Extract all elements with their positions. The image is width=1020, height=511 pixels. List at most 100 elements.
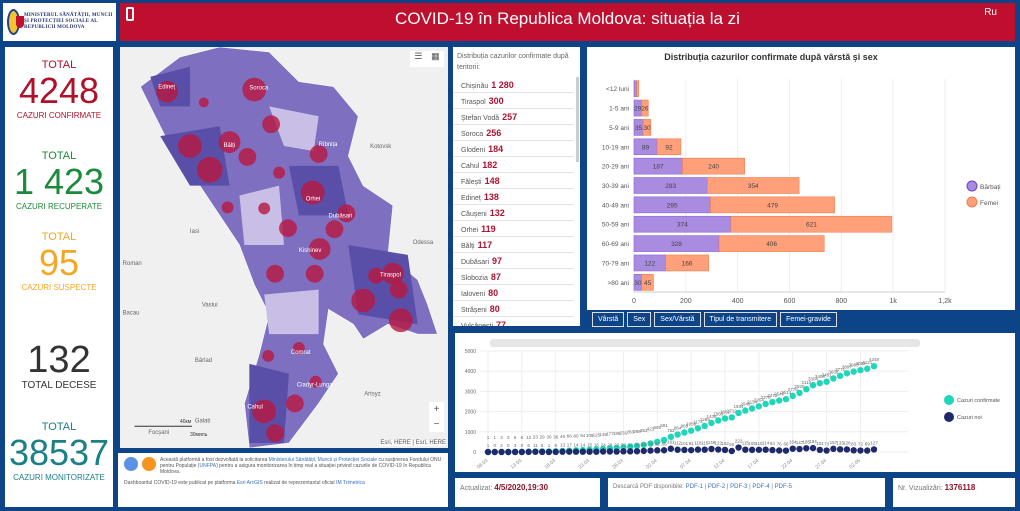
map[interactable]: Edineț Soroca Bălți Rîbnița Orhei Dubăsari Kis…	[120, 47, 448, 448]
zoom-in-button[interactable]: +	[433, 404, 440, 415]
list-item[interactable]: Tiraspol 300	[453, 93, 574, 109]
list-item[interactable]: Chișinău 1 280	[453, 77, 574, 93]
data-label: 118	[694, 441, 702, 446]
data-point	[640, 441, 647, 449]
x-tick-label: 0	[632, 298, 636, 305]
esri-link[interactable]: Esri ArcGIS	[236, 480, 263, 486]
data-label: 199	[613, 431, 621, 436]
data-label: 91	[689, 441, 695, 446]
pdf-link-2[interactable]: PDF-2	[707, 484, 726, 490]
data-point	[843, 370, 851, 377]
data-point	[857, 447, 864, 454]
data-label: 83	[851, 441, 857, 446]
data-label: 1	[487, 435, 490, 440]
data-label: 187	[653, 164, 664, 171]
data-label: 105	[748, 441, 756, 446]
data-label: 0	[494, 443, 497, 448]
chart-title: Distribuția cazurilor confirmate după vâ…	[664, 52, 878, 62]
zoom-out-button[interactable]: −	[433, 419, 440, 430]
data-label: 122	[644, 260, 655, 267]
tab-1[interactable]: Sex	[627, 312, 652, 327]
data-label: 231	[620, 430, 628, 435]
data-point	[870, 446, 878, 453]
data-label: 2154	[747, 399, 758, 404]
list-item[interactable]: Strășeni 80	[453, 301, 574, 317]
bar-femei	[656, 138, 682, 156]
data-point	[484, 448, 492, 456]
data-label: 3	[500, 435, 503, 440]
pdf-link-1[interactable]: PDF-1	[685, 484, 703, 490]
tab-2[interactable]: Sex/Vârstă	[654, 312, 701, 327]
case-circles	[156, 77, 413, 443]
data-point	[803, 385, 810, 393]
phone-icon[interactable]	[126, 7, 134, 21]
ministry-link[interactable]: Ministerului Sănătății, Muncii și Protec…	[268, 457, 378, 463]
data-label: 69	[865, 442, 871, 447]
territory-count: 1 280	[491, 80, 514, 90]
data-point	[511, 448, 519, 456]
unfpa-link[interactable]: UNFPA	[199, 463, 217, 469]
pdf-link-5[interactable]: PDF-5	[774, 484, 792, 490]
territory-list[interactable]: Chișinău 1 280 Tiraspol 300 Ștefan Vodă 257 So…	[453, 77, 580, 326]
territory-name: Vulcănești	[461, 323, 493, 326]
stat-caption: TOTAL	[41, 150, 77, 162]
x-tick-label: 08.03	[476, 458, 490, 471]
map-canvas[interactable]: Edineț Soroca Bălți Rîbnița Orhei Dubăsari Kis…	[120, 47, 448, 448]
list-item[interactable]: Fălești 148	[453, 173, 574, 189]
data-point	[864, 447, 871, 454]
data-label: 32	[621, 442, 627, 447]
data-label: 22	[614, 443, 620, 448]
data-point	[667, 433, 675, 441]
data-point	[525, 448, 532, 456]
list-item[interactable]: Bălți 117	[453, 237, 574, 253]
data-point	[627, 443, 634, 450]
list-item[interactable]: Slobozia 87	[453, 269, 574, 285]
list-item[interactable]: Orhei 119	[453, 221, 574, 237]
list-item[interactable]: Cahul 182	[453, 157, 574, 173]
data-point	[667, 445, 675, 452]
tab-3[interactable]: Tipul de transmitere	[703, 312, 778, 327]
tab-4[interactable]: Femei-gravide	[780, 312, 837, 327]
data-point	[633, 448, 641, 455]
map-label: Ciadyr-Lunga	[297, 383, 333, 389]
pdf-label: Descarcă PDF disponibile:	[613, 484, 684, 490]
data-label: 1174	[693, 419, 703, 424]
data-label: 16	[594, 443, 600, 448]
tab-0[interactable]: Vârstă	[592, 312, 625, 327]
data-point	[782, 395, 790, 403]
x-tick-label: 12.04	[713, 458, 727, 471]
pdf-link-4[interactable]: PDF-4	[752, 484, 770, 490]
bar-femei	[636, 80, 639, 97]
list-item[interactable]: Vulcănești77	[453, 317, 574, 326]
map-label: Focșani	[148, 430, 169, 436]
bar-femei	[707, 177, 800, 194]
territory-name: Căușeni	[461, 211, 487, 218]
range-scrollbar[interactable]	[490, 339, 920, 347]
territory-name: Tiraspol	[461, 99, 486, 106]
data-label: 3771	[835, 367, 846, 372]
map-attribution: Esri, HERE | Esri, HERE	[380, 440, 446, 446]
data-point	[823, 378, 830, 385]
x-tick-label: 1k	[889, 298, 897, 305]
x-tick-label: 22.04	[781, 458, 795, 471]
data-label: 35	[635, 125, 643, 132]
legend-icon[interactable]: ☰	[414, 51, 423, 61]
list-item[interactable]: Ștefan Vodă 257	[453, 109, 574, 125]
scrollbar[interactable]	[576, 77, 579, 162]
data-label: 147	[796, 440, 804, 445]
data-point	[708, 419, 715, 427]
data-point	[708, 445, 715, 453]
list-item[interactable]: Căușeni 132	[453, 205, 574, 221]
list-item[interactable]: Glodeni 184	[453, 141, 574, 157]
language-switch-ru[interactable]: Ru	[984, 7, 997, 18]
list-item[interactable]: Ialoveni 80	[453, 285, 574, 301]
list-item[interactable]: Dubăsari 97	[453, 253, 574, 269]
pdf-link-3[interactable]: PDF-3	[730, 484, 748, 490]
list-item[interactable]: Soroca 256	[453, 125, 574, 141]
map-label: Kishinev	[299, 248, 321, 254]
basemap-gallery-icon[interactable]: ▦	[431, 51, 440, 61]
list-item[interactable]: Edineț 138	[453, 189, 574, 205]
data-label: 102	[721, 441, 729, 446]
data-label: 122	[714, 441, 722, 446]
trimetrica-link[interactable]: IM Trimetrica	[336, 480, 365, 486]
